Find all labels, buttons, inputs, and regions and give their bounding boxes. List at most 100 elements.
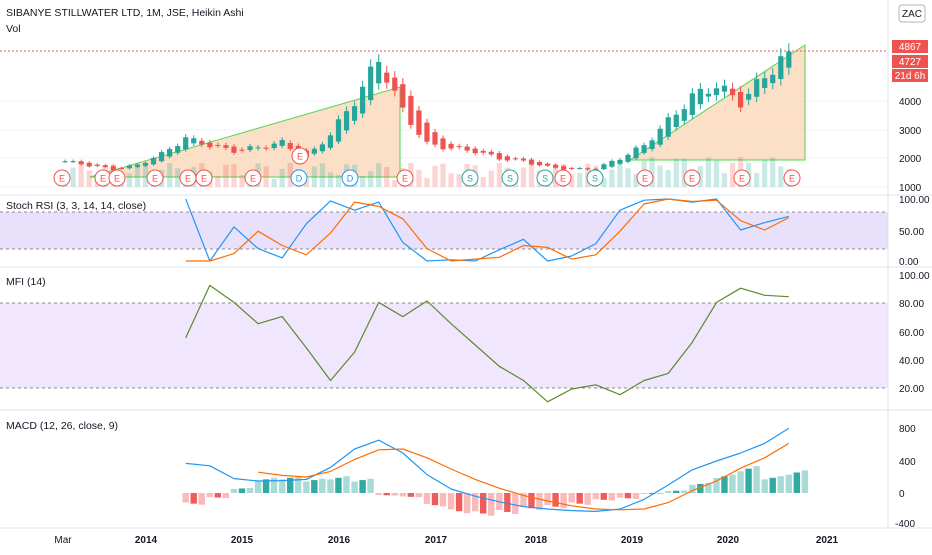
candle-body bbox=[150, 158, 157, 165]
stoch-scale[interactable]: 100.00 50.00 0.00 bbox=[899, 195, 930, 268]
macd-histogram-bar bbox=[439, 493, 447, 507]
volume-legend[interactable]: Vol bbox=[6, 23, 21, 35]
volume-bar bbox=[601, 178, 607, 187]
volume-bar bbox=[721, 173, 728, 187]
candle-body bbox=[199, 140, 205, 145]
candle-body bbox=[215, 144, 221, 146]
currency-button[interactable]: ZAC bbox=[898, 4, 926, 23]
mfi-title[interactable]: MFI (14) bbox=[6, 276, 46, 288]
macd-histogram-bar bbox=[544, 493, 551, 506]
bar-countdown-tag bbox=[892, 69, 928, 82]
candle-body bbox=[78, 161, 84, 165]
volume-bar bbox=[319, 163, 326, 187]
mfi-series-line bbox=[185, 284, 789, 403]
macd-histogram-bar bbox=[552, 493, 559, 507]
candle-body bbox=[247, 146, 253, 151]
volume-bar bbox=[126, 173, 133, 187]
volume-bar bbox=[416, 169, 422, 187]
volume-bar bbox=[432, 165, 438, 187]
candle-body bbox=[118, 168, 124, 170]
candle-body bbox=[335, 119, 342, 142]
candle-body bbox=[263, 147, 269, 149]
candle-body bbox=[625, 154, 631, 162]
event-marker-e bbox=[108, 169, 126, 187]
event-marker-e bbox=[244, 169, 262, 187]
triangle-drawing[interactable] bbox=[628, 44, 806, 161]
event-marker-s bbox=[501, 169, 519, 187]
macd-histogram-bar bbox=[335, 477, 342, 493]
stoch-d-line bbox=[185, 198, 790, 262]
macd-histogram-bar bbox=[182, 493, 189, 503]
macd-histogram-bar bbox=[705, 482, 712, 493]
candle-body bbox=[633, 147, 639, 159]
macd-tick: -400 bbox=[895, 519, 915, 530]
volume-bar bbox=[625, 168, 631, 187]
candle-body bbox=[319, 144, 326, 152]
macd-histogram-bar bbox=[584, 493, 591, 505]
macd-histogram-bar bbox=[238, 488, 246, 493]
time-label: 2020 bbox=[717, 535, 740, 546]
candle-body bbox=[609, 160, 615, 167]
macd-histogram-bar bbox=[399, 493, 407, 497]
macd-histogram-bar bbox=[230, 488, 238, 493]
macd-histogram-bar bbox=[673, 490, 680, 493]
candle-body bbox=[432, 132, 438, 145]
macd-histogram-bar bbox=[270, 477, 278, 493]
macd-scale[interactable]: 800 400 0 -400 bbox=[895, 424, 916, 530]
candle-body bbox=[351, 106, 358, 121]
event-marker-label: D bbox=[347, 174, 354, 184]
stoch-title[interactable]: Stoch RSI (3, 3, 14, 14, close) bbox=[6, 200, 146, 212]
candle-body bbox=[786, 51, 792, 68]
volume-bar bbox=[729, 162, 736, 187]
candle-body bbox=[239, 149, 245, 151]
time-label: 2015 bbox=[231, 535, 254, 546]
event-marker-label: E bbox=[59, 174, 65, 184]
macd-histogram-bar bbox=[697, 483, 704, 493]
macd-histogram-bar bbox=[214, 493, 222, 498]
candle-body bbox=[327, 135, 334, 148]
price-tick: 2000 bbox=[899, 154, 922, 165]
volume-bar bbox=[448, 173, 454, 187]
macd-histogram-bar bbox=[463, 493, 471, 514]
candle-body bbox=[255, 147, 261, 149]
volume-bar bbox=[681, 158, 687, 187]
macd-signal-line bbox=[258, 442, 790, 511]
candle-body bbox=[577, 168, 583, 170]
time-axis[interactable]: Mar 2014 2015 2016 2017 2018 2019 2020 2… bbox=[54, 535, 838, 546]
stoch-tick: 100.00 bbox=[899, 195, 930, 206]
macd-histogram-bar bbox=[793, 472, 801, 493]
volume-bar bbox=[392, 180, 398, 187]
mfi-scale[interactable]: 100.00 80.00 60.00 40.00 20.00 bbox=[899, 271, 930, 395]
candle-body bbox=[311, 148, 317, 154]
price-scale[interactable]: 4000 3000 2000 1000 0 4867 4727 21d 6h bbox=[892, 40, 928, 194]
macd-histogram-bar bbox=[206, 493, 214, 498]
macd-histogram-bar bbox=[383, 493, 390, 496]
macd-histogram-bar bbox=[455, 493, 463, 512]
candle-body bbox=[408, 95, 414, 125]
macd-line bbox=[185, 427, 790, 512]
candle-body bbox=[231, 146, 237, 153]
volume-bar bbox=[271, 179, 277, 187]
volume-bar bbox=[215, 175, 221, 187]
volume-bar bbox=[633, 173, 639, 187]
macd-histogram-bar bbox=[262, 479, 270, 493]
event-markers: E E E E E E E DED E S S S E S E E E E bbox=[53, 147, 801, 187]
candle-body bbox=[400, 84, 406, 108]
symbol-title[interactable]: SIBANYE STILLWATER LTD, 1M, JSE, Heikin … bbox=[6, 7, 244, 19]
candle-body bbox=[191, 138, 197, 144]
macd-histogram-bar bbox=[254, 480, 262, 493]
macd-histogram-bar bbox=[222, 493, 230, 499]
candle-body bbox=[134, 164, 141, 167]
macd-histogram-bar bbox=[592, 493, 600, 500]
candle-body bbox=[665, 117, 671, 137]
macd-histogram-bar bbox=[447, 493, 455, 510]
macd-histogram-bar bbox=[512, 493, 519, 514]
macd-histogram-bar bbox=[608, 493, 616, 501]
macd-title[interactable]: MACD (12, 26, close, 9) bbox=[6, 420, 118, 432]
event-marker-label: D bbox=[296, 174, 303, 184]
candle-body bbox=[456, 146, 462, 148]
macd-histogram-bar bbox=[431, 493, 439, 506]
volume-bar bbox=[649, 157, 655, 187]
candle-body bbox=[496, 153, 502, 160]
